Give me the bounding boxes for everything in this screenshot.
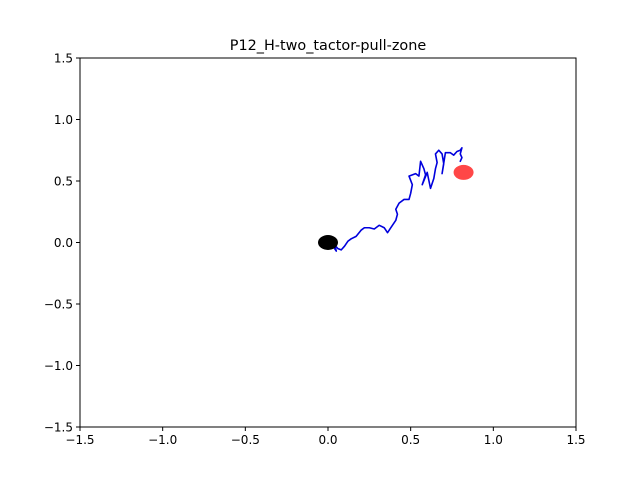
x-tick-label: −0.5 bbox=[231, 433, 260, 447]
x-tick-label: −1.0 bbox=[148, 433, 177, 447]
x-tick-label: 0.0 bbox=[318, 433, 337, 447]
chart-title: P12_H-two_tactor-pull-zone bbox=[230, 38, 427, 54]
y-tick-label: 1.0 bbox=[54, 113, 73, 127]
x-tick-label: −1.5 bbox=[65, 433, 94, 447]
y-tick-label: 1.5 bbox=[54, 52, 73, 66]
x-tick-label: 1.0 bbox=[484, 433, 503, 447]
y-tick-label: −0.5 bbox=[44, 298, 73, 312]
y-tick-label: 0.5 bbox=[54, 175, 73, 189]
y-axis: −1.5 −1.0 −0.5 0.0 0.5 1.0 1.5 bbox=[44, 52, 80, 435]
trajectory-line bbox=[327, 146, 463, 252]
y-tick-label: −1.0 bbox=[44, 359, 73, 373]
x-axis: −1.5 −1.0 −0.5 0.0 0.5 1.0 1.5 bbox=[65, 427, 586, 447]
plot-area bbox=[318, 146, 474, 252]
y-tick-label: −1.5 bbox=[44, 421, 73, 435]
target-marker bbox=[453, 164, 474, 180]
y-tick-label: 0.0 bbox=[54, 236, 73, 250]
x-tick-label: 1.5 bbox=[566, 433, 585, 447]
x-tick-label: 0.5 bbox=[401, 433, 420, 447]
start-marker bbox=[318, 235, 338, 250]
